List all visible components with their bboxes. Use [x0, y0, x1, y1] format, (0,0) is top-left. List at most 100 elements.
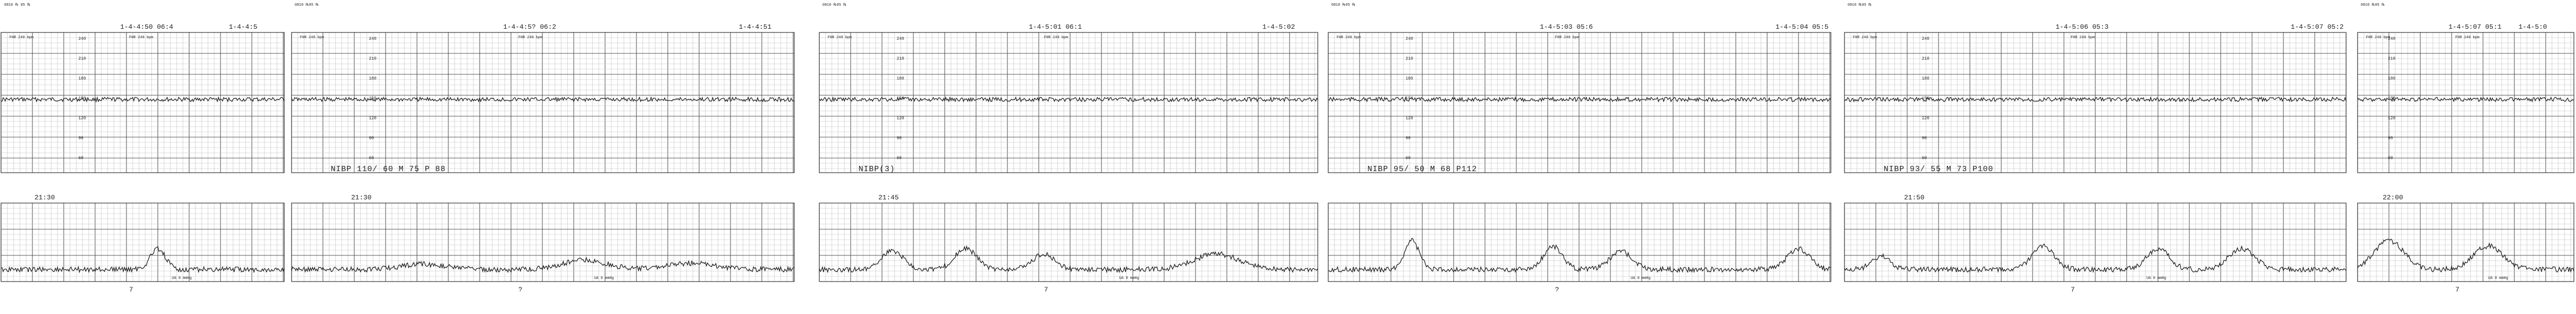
fhr-scale-label: FHR 240 bpm: [300, 36, 324, 40]
paper-speed-info: 0810 ℞05 ℞: [2361, 3, 2385, 7]
fhr-scale-tick: 240: [1406, 37, 1413, 41]
fhr-scale-tick: 60: [1406, 156, 1411, 161]
fhr-scale-tick: 210: [1922, 57, 1930, 61]
fhr-scale-tick: 90: [897, 136, 902, 141]
timestamp-header-right: 1-4-5:0: [2519, 23, 2547, 31]
fhr-scale-tick: 150: [78, 96, 86, 101]
toco-scale-label: UA 0 mmHg: [172, 276, 192, 281]
fhr-scale-tick: 240: [369, 37, 377, 41]
time-marker: 21:50: [1904, 194, 1925, 201]
ctg-strip: 240 210 180 150 120 90 60 0810 ℞ 05 ℞ 1-4-4:50 0…: [0, 0, 286, 314]
fhr-scale-label-2: FHR 240 bpm: [2071, 36, 2095, 40]
fhr-scale-tick: 150: [2388, 96, 2396, 101]
fhr-scale-tick: 60: [897, 156, 902, 161]
ctg-grid: [2357, 32, 2574, 282]
timestamp-header: 1-4-5:01 06:1: [1029, 23, 1082, 31]
time-marker: 21:45: [878, 194, 899, 201]
fhr-scale-tick: 150: [1922, 96, 1930, 101]
fhr-scale-tick: 210: [78, 57, 86, 61]
fhr-scale-tick: 120: [1922, 116, 1930, 121]
page-number: ?: [518, 286, 523, 294]
timestamp-header: 1-4-4:50 06:4: [120, 23, 173, 31]
ctg-grid: [1328, 32, 1831, 282]
fhr-scale-tick: 210: [1406, 57, 1413, 61]
time-marker: 21:30: [351, 194, 372, 201]
fhr-scale-tick: 180: [369, 76, 377, 81]
fhr-scale-label: FHR 240 bpm: [1853, 36, 1877, 40]
fhr-scale-tick: 90: [1922, 136, 1927, 141]
fhr-scale-tick: 90: [2388, 136, 2393, 141]
time-marker: 22:00: [2383, 194, 2404, 201]
fhr-scale-label-2: FHR 240 bpm: [1044, 36, 1069, 40]
fhr-scale-tick: 180: [1922, 76, 1930, 81]
fhr-scale-label-2: FHR 240 bpm: [129, 36, 154, 40]
page-number: ?: [1555, 286, 1559, 294]
fhr-scale-label-2: FHR 240 bpm: [2455, 36, 2480, 40]
fhr-scale-tick: 120: [1406, 116, 1413, 121]
timestamp-header-right: 1-4-4:5: [229, 23, 258, 31]
ctg-grid: [1844, 32, 2347, 282]
fhr-scale-tick: 120: [897, 116, 904, 121]
fhr-scale-tick: 60: [1922, 156, 1927, 161]
time-marker: 21:30: [34, 194, 55, 201]
fhr-scale-tick: 90: [369, 136, 374, 141]
paper-speed-info: 0810 ℞05 ℞: [1331, 3, 1356, 7]
fhr-scale-tick: 60: [369, 156, 374, 161]
ctg-grid: [1, 32, 285, 282]
fhr-scale-label: FHR 240 bpm: [828, 36, 852, 40]
fhr-scale-label-2: FHR 240 bpm: [518, 36, 543, 40]
fhr-scale-tick: 210: [369, 57, 377, 61]
ctg-grid: [291, 32, 795, 282]
fhr-scale-tick: 150: [369, 96, 377, 101]
timestamp-header-right: 1-4-5:04 05:5: [1776, 23, 1829, 31]
toco-scale-label: UA 0 mmHg: [1119, 276, 1139, 281]
fhr-scale-label: FHR 240 bpm: [9, 36, 34, 40]
fhr-scale-tick: 180: [2388, 76, 2396, 81]
fhr-scale-tick: 180: [897, 76, 904, 81]
fhr-scale-tick: 60: [78, 156, 84, 161]
fhr-scale-tick: 120: [78, 116, 86, 121]
timestamp-header: 1-4-5:03 05:6: [1540, 23, 1593, 31]
nibp-annotation: NIBP 110/ 60 M 75 P 88: [331, 165, 446, 174]
ctg-strip: 240 210 180 150 120 90 60 0810 ℞05 ℞ 1-4-5:06 05…: [1843, 0, 2348, 314]
timestamp-header: 1-4-4:5? 06:2: [503, 23, 556, 31]
timestamp-header: 1-4-5:07 05:1: [2449, 23, 2502, 31]
ctg-grid: [819, 32, 1318, 282]
nibp-annotation: NIBP 95/ 50 M 68 P112: [1367, 165, 1478, 174]
paper-speed-info: 0810 ℞ 05 ℞: [4, 3, 31, 7]
page-number: 7: [1044, 286, 1048, 294]
ctg-strip: 240 210 180 150 120 90 60 0810 ℞05 ℞ 1-4-5:01 06…: [818, 0, 1320, 314]
toco-scale-label: UA 0 mmHg: [594, 276, 614, 281]
paper-speed-info: 0810 ℞05 ℞: [1848, 3, 1872, 7]
page-number: 7: [129, 286, 133, 294]
nibp-annotation: NIBP 93/ 55 M 73 P100: [1884, 165, 1994, 174]
fhr-scale-tick: 150: [1406, 96, 1413, 101]
fhr-scale-label: FHR 240 bpm: [2366, 36, 2391, 40]
paper-speed-info: 0810 ℞05 ℞: [822, 3, 847, 7]
fhr-scale-tick: 210: [2388, 57, 2396, 61]
fhr-scale-tick: 180: [1406, 76, 1413, 81]
toco-scale-label: UA 0 mmHg: [2488, 276, 2508, 281]
fhr-scale-tick: 240: [78, 37, 86, 41]
fhr-scale-tick: 60: [2388, 156, 2393, 161]
page-number: 7: [2071, 286, 2075, 294]
fhr-scale-tick: 240: [2388, 37, 2396, 41]
timestamp-header: 1-4-5:06 05:3: [2056, 23, 2109, 31]
ctg-strip: 240 210 180 150 120 90 60 0810 ℞05 ℞ 1-4-4:5? 06…: [291, 0, 796, 314]
fhr-scale-tick: 240: [1922, 37, 1930, 41]
nibp-annotation: NIBP(3): [858, 165, 896, 174]
ctg-strip: 240 210 180 150 120 90 60 0810 ℞05 ℞ 1-4-5:03 05…: [1327, 0, 1833, 314]
fhr-scale-tick: 90: [1406, 136, 1411, 141]
timestamp-header-right: 1-4-5:02: [1262, 23, 1295, 31]
page-number: 7: [2455, 286, 2459, 294]
timestamp-header-right: 1-4-5:07 05:2: [2291, 23, 2344, 31]
fhr-scale-label: FHR 240 bpm: [1337, 36, 1361, 40]
toco-scale-label: UA 0 mmHg: [1631, 276, 1651, 281]
ctg-strip: 240 210 180 150 120 90 60 0810 ℞05 ℞ 1-4-5:07 05…: [2357, 0, 2576, 314]
fhr-scale-tick: 240: [897, 37, 904, 41]
fhr-scale-tick: 90: [78, 136, 84, 141]
fhr-scale-tick: 120: [2388, 116, 2396, 121]
fhr-scale-tick: 210: [897, 57, 904, 61]
fhr-scale-tick: 180: [78, 76, 86, 81]
toco-scale-label: UA 0 mmHg: [2146, 276, 2166, 281]
